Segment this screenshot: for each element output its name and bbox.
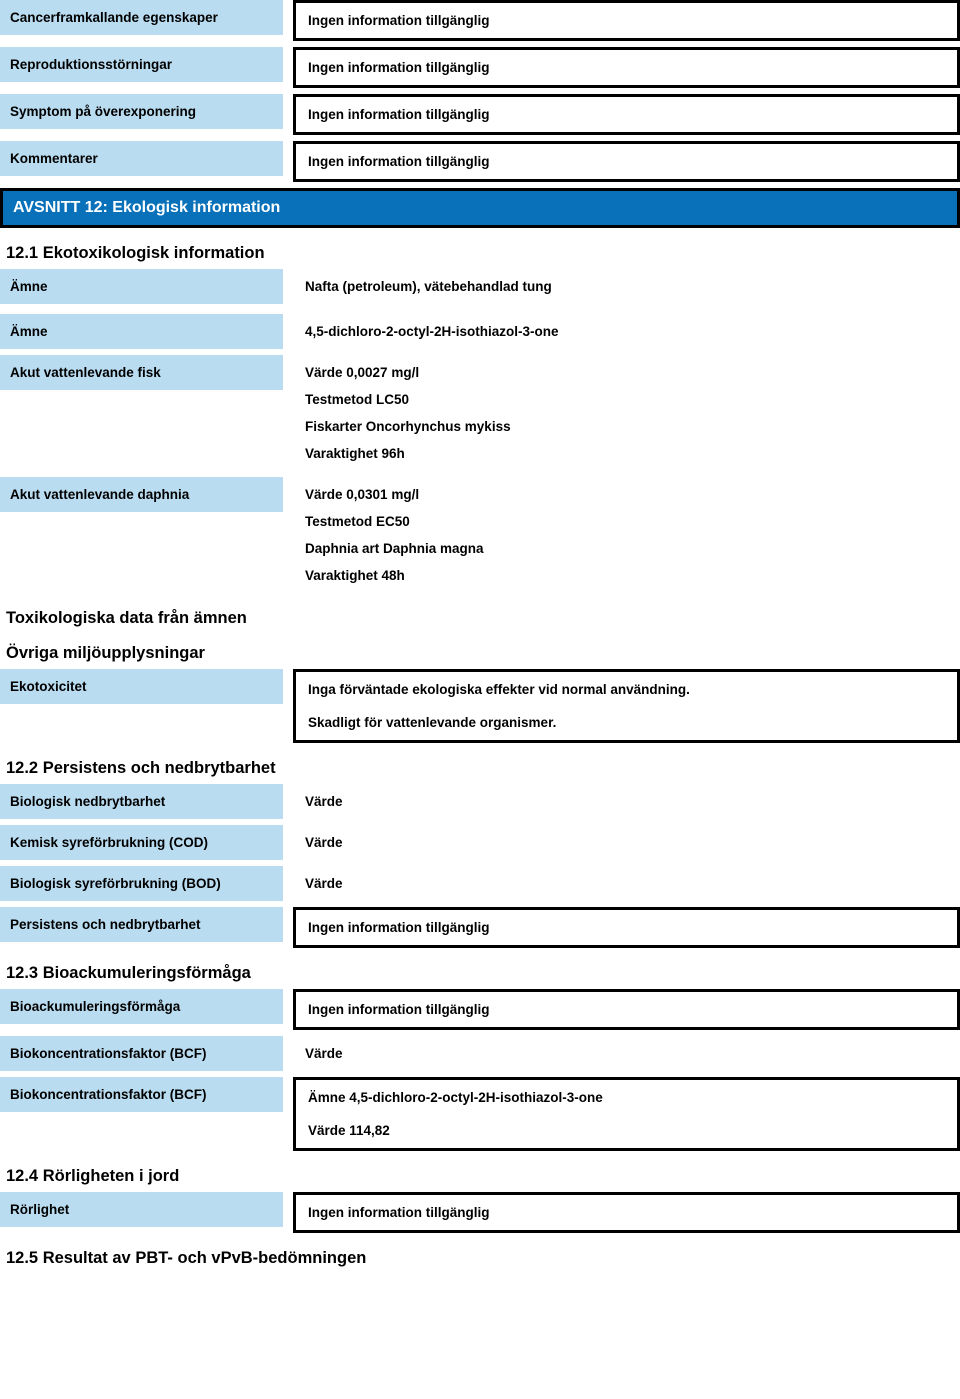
value-persist: Ingen information tillgänglig <box>293 907 960 948</box>
row-bod: Biologisk syreförbrukning (BOD) Värde <box>0 866 960 901</box>
heading-12-2: 12.2 Persistens och nedbrytbarhet <box>0 749 960 784</box>
value-symptom: Ingen information tillgänglig <box>293 94 960 135</box>
row-symptom: Symptom på överexponering Ingen informat… <box>0 94 960 135</box>
value-cod: Värde <box>293 825 960 860</box>
label-symptom: Symptom på överexponering <box>0 94 283 129</box>
label-bio-ned: Biologisk nedbrytbarhet <box>0 784 283 819</box>
fish-line-3: Varaktighet 96h <box>305 446 948 461</box>
heading-env-info: Övriga miljöupplysningar <box>0 634 960 669</box>
fish-line-2: Fiskarter Oncorhynchus mykiss <box>305 419 948 434</box>
label-bcf-2: Biokoncentrationsfaktor (BCF) <box>0 1077 283 1112</box>
section-12-header: AVSNITT 12: Ekologisk information <box>0 188 960 228</box>
row-cancer: Cancerframkallande egenskaper Ingen info… <box>0 0 960 41</box>
label-amne-2: Ämne <box>0 314 283 349</box>
value-reproduction: Ingen information tillgänglig <box>293 47 960 88</box>
row-fish: Akut vattenlevande fisk Värde 0,0027 mg/… <box>0 355 960 471</box>
value-daphnia: Värde 0,0301 mg/l Testmetod EC50 Daphnia… <box>293 477 960 593</box>
daphnia-line-0: Värde 0,0301 mg/l <box>305 487 948 502</box>
row-bcf-2: Biokoncentrationsfaktor (BCF) Ämne 4,5-d… <box>0 1077 960 1151</box>
fish-line-0: Värde 0,0027 mg/l <box>305 365 948 380</box>
ekotox-line-1: Skadligt för vattenlevande organismer. <box>308 715 945 730</box>
heading-12-5: 12.5 Resultat av PBT- och vPvB-bedömning… <box>0 1239 960 1274</box>
row-bio-ned: Biologisk nedbrytbarhet Värde <box>0 784 960 819</box>
label-mobility: Rörlighet <box>0 1192 283 1227</box>
label-ekotox: Ekotoxicitet <box>0 669 283 704</box>
bcf2-line-0: Ämne 4,5-dichloro-2-octyl-2H-isothiazol-… <box>308 1090 945 1105</box>
row-persist: Persistens och nedbrytbarhet Ingen infor… <box>0 907 960 948</box>
value-comments: Ingen information tillgänglig <box>293 141 960 182</box>
heading-12-1: 12.1 Ekotoxikologisk information <box>0 234 960 269</box>
label-cancer: Cancerframkallande egenskaper <box>0 0 283 35</box>
heading-12-3: 12.3 Bioackumuleringsförmåga <box>0 954 960 989</box>
value-mobility: Ingen information tillgänglig <box>293 1192 960 1233</box>
label-fish: Akut vattenlevande fisk <box>0 355 283 390</box>
value-bod: Värde <box>293 866 960 901</box>
row-daphnia: Akut vattenlevande daphnia Värde 0,0301 … <box>0 477 960 593</box>
bcf2-line-1: Värde 114,82 <box>308 1123 945 1138</box>
value-fish: Värde 0,0027 mg/l Testmetod LC50 Fiskart… <box>293 355 960 471</box>
label-comments: Kommentarer <box>0 141 283 176</box>
daphnia-line-3: Varaktighet 48h <box>305 568 948 583</box>
label-cod: Kemisk syreförbrukning (COD) <box>0 825 283 860</box>
fish-line-1: Testmetod LC50 <box>305 392 948 407</box>
label-bod: Biologisk syreförbrukning (BOD) <box>0 866 283 901</box>
row-bcf-1: Biokoncentrationsfaktor (BCF) Värde <box>0 1036 960 1071</box>
ekotox-line-0: Inga förväntade ekologiska effekter vid … <box>308 682 945 697</box>
row-amne-1: Ämne Nafta (petroleum), vätebehandlad tu… <box>0 269 960 304</box>
row-amne-2: Ämne 4,5-dichloro-2-octyl-2H-isothiazol-… <box>0 314 960 349</box>
label-daphnia: Akut vattenlevande daphnia <box>0 477 283 512</box>
daphnia-line-2: Daphnia art Daphnia magna <box>305 541 948 556</box>
value-bioack: Ingen information tillgänglig <box>293 989 960 1030</box>
value-amne-1: Nafta (petroleum), vätebehandlad tung <box>293 269 960 304</box>
sds-page: Cancerframkallande egenskaper Ingen info… <box>0 0 960 1274</box>
row-ekotox: Ekotoxicitet Inga förväntade ekologiska … <box>0 669 960 743</box>
value-amne-2: 4,5-dichloro-2-octyl-2H-isothiazol-3-one <box>293 314 960 349</box>
heading-12-4: 12.4 Rörligheten i jord <box>0 1157 960 1192</box>
heading-tox-data: Toxikologiska data från ämnen <box>0 599 960 634</box>
row-comments: Kommentarer Ingen information tillgängli… <box>0 141 960 182</box>
label-bioack: Bioackumuleringsförmåga <box>0 989 283 1024</box>
label-bcf-1: Biokoncentrationsfaktor (BCF) <box>0 1036 283 1071</box>
value-bcf-1: Värde <box>293 1036 960 1071</box>
value-bio-ned: Värde <box>293 784 960 819</box>
label-reproduction: Reproduktionsstörningar <box>0 47 283 82</box>
row-reproduction: Reproduktionsstörningar Ingen informatio… <box>0 47 960 88</box>
label-persist: Persistens och nedbrytbarhet <box>0 907 283 942</box>
row-mobility: Rörlighet Ingen information tillgänglig <box>0 1192 960 1233</box>
row-cod: Kemisk syreförbrukning (COD) Värde <box>0 825 960 860</box>
value-ekotox: Inga förväntade ekologiska effekter vid … <box>293 669 960 743</box>
value-cancer: Ingen information tillgänglig <box>293 0 960 41</box>
daphnia-line-1: Testmetod EC50 <box>305 514 948 529</box>
label-amne-1: Ämne <box>0 269 283 304</box>
value-bcf-2: Ämne 4,5-dichloro-2-octyl-2H-isothiazol-… <box>293 1077 960 1151</box>
row-bioack: Bioackumuleringsförmåga Ingen informatio… <box>0 989 960 1030</box>
